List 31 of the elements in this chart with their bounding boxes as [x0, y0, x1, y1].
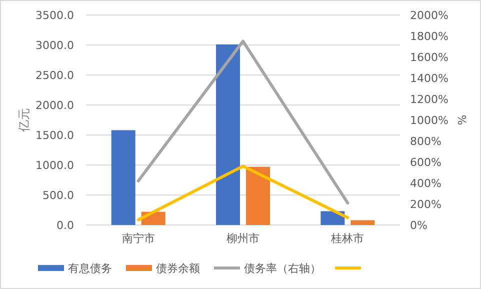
y2-tick-label: 600%	[410, 156, 442, 169]
y2-tick-label: 1800%	[410, 30, 448, 43]
y-tick-label: 500.0	[42, 189, 74, 202]
x-tick-label: 南宁市	[122, 232, 155, 245]
y-tick-label: 2000.0	[36, 99, 74, 112]
y-axis-title: 亿元	[17, 108, 31, 133]
y-tick-label: 1000.0	[36, 159, 74, 172]
y2-tick-label: 1400%	[410, 72, 448, 85]
y2-tick-label: 800%	[410, 135, 442, 148]
y2-tick-label: 1200%	[410, 93, 448, 106]
y2-tick-label: 1000%	[410, 114, 448, 127]
bar	[216, 44, 240, 225]
y2-tick-label: 200%	[410, 198, 442, 211]
y-tick-label: 3500.0	[36, 9, 74, 22]
legend-label: 有息债务	[68, 262, 112, 275]
y2-tick-label: 2000%	[410, 9, 448, 22]
legend-label: 债券余额	[156, 262, 200, 275]
y-tick-label: 1500.0	[36, 129, 74, 142]
y-tick-label: 0.0	[56, 219, 74, 232]
y-tick-label: 2500.0	[36, 69, 74, 82]
y2-tick-label: 400%	[410, 177, 442, 190]
x-tick-label: 柳州市	[226, 232, 260, 245]
bar	[246, 166, 270, 225]
bar	[111, 130, 136, 225]
x-tick-label: 桂林市	[330, 232, 364, 245]
y2-axis-title: %	[455, 114, 468, 126]
y-tick-label: 3000.0	[36, 39, 74, 52]
legend-label: 债务率（右轴）	[244, 262, 321, 275]
y2-tick-label: 0%	[410, 219, 428, 232]
bar	[350, 220, 375, 225]
y2-tick-label: 1600%	[410, 51, 448, 64]
